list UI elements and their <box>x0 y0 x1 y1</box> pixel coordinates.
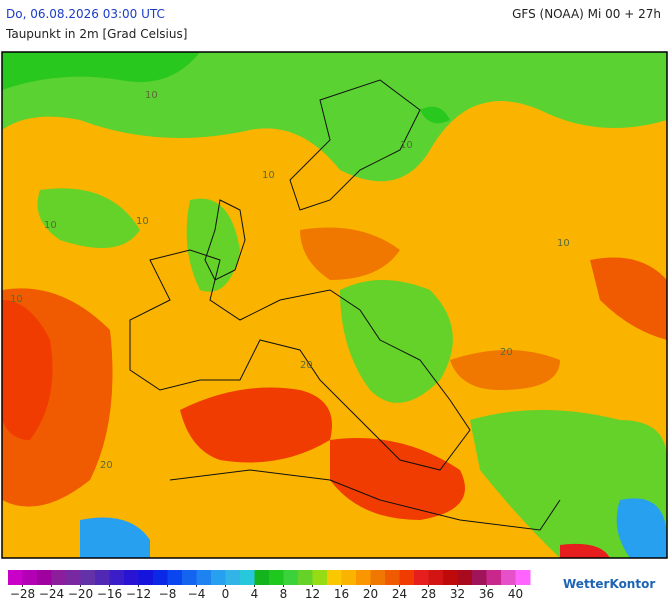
legend-swatch <box>457 570 473 585</box>
legend-swatch <box>211 570 226 585</box>
legend-swatch <box>356 570 371 585</box>
legend-tick-label: 36 <box>479 587 494 600</box>
legend-swatch <box>8 570 23 585</box>
legend-tick-label: 24 <box>392 587 407 600</box>
legend-swatch <box>240 570 255 585</box>
legend-swatch <box>370 570 386 585</box>
contour-label: 10 <box>136 216 149 227</box>
legend-tick-label: −12 <box>126 587 151 600</box>
legend-swatch <box>501 570 516 585</box>
legend-swatch <box>109 570 125 585</box>
legend-swatch <box>515 570 531 585</box>
parameter: Taupunkt in 2m [Grad Celsius] <box>5 27 187 41</box>
legend-swatch <box>153 570 168 585</box>
legend-swatch <box>298 570 313 585</box>
legend-swatch <box>182 570 197 585</box>
legend-tick-label: 4 <box>251 587 259 600</box>
legend-swatch <box>428 570 444 585</box>
legend-tick-label: −8 <box>159 587 177 600</box>
legend-swatch <box>225 570 241 585</box>
legend-swatch <box>66 570 81 585</box>
contour-label: 10 <box>44 220 57 231</box>
legend-tick-label: −24 <box>39 587 64 600</box>
legend-swatch <box>51 570 67 585</box>
legend-tick-label: 16 <box>334 587 349 600</box>
contour-label: 20 <box>500 347 513 358</box>
legend-tick-label: −28 <box>10 587 35 600</box>
legend-tick-label: 20 <box>363 587 378 600</box>
legend-swatch <box>443 570 458 585</box>
legend-tick-label: −20 <box>68 587 93 600</box>
legend-tick-label: 28 <box>421 587 436 600</box>
legend-swatch <box>167 570 183 585</box>
legend-swatch <box>254 570 270 585</box>
legend-tick-label: 32 <box>450 587 465 600</box>
brand: WetterKontor <box>563 577 655 591</box>
contour-label: 10 <box>400 140 413 151</box>
legend-tick-label: 40 <box>508 587 523 600</box>
legend-swatch <box>341 570 357 585</box>
legend-swatch <box>385 570 400 585</box>
legend-swatch <box>312 570 328 585</box>
legend-swatch <box>472 570 487 585</box>
legend-swatch <box>95 570 110 585</box>
legend-tick-label: 12 <box>305 587 320 600</box>
legend-swatch <box>80 570 96 585</box>
map: 10 10 10 10 10 10 20 20 20 10 <box>1 51 668 559</box>
contour-label: 20 <box>300 360 313 371</box>
contour-label: 10 <box>557 238 570 249</box>
legend-swatch <box>486 570 502 585</box>
model-run: GFS (NOAA) Mi 00 + 27h <box>512 7 661 21</box>
legend-tick-label: 0 <box>222 587 230 600</box>
legend-swatch <box>37 570 52 585</box>
contour-label: 10 <box>10 294 23 305</box>
legend-swatch <box>327 570 342 585</box>
contour-label: 10 <box>145 90 158 101</box>
legend-swatch <box>196 570 212 585</box>
contour-label: 10 <box>262 170 275 181</box>
contour-label: 20 <box>100 460 113 471</box>
datetime: Do, 06.08.2026 03:00 UTC <box>6 7 165 21</box>
color-legend: −28 −24 −20 −16 −12 −8 −4 0 4 8 12 16 20 24 28 32 36 40 <box>8 570 531 601</box>
legend-tick-label: −4 <box>188 587 206 600</box>
legend-swatch <box>138 570 154 585</box>
legend-swatch <box>399 570 415 585</box>
legend-swatch <box>22 570 38 585</box>
legend-tick-label: 8 <box>280 587 288 600</box>
legend-swatch <box>124 570 139 585</box>
legend-swatch <box>283 570 299 585</box>
legend-swatch <box>414 570 429 585</box>
legend-tick-label: −16 <box>97 587 122 600</box>
legend-swatch <box>269 570 284 585</box>
